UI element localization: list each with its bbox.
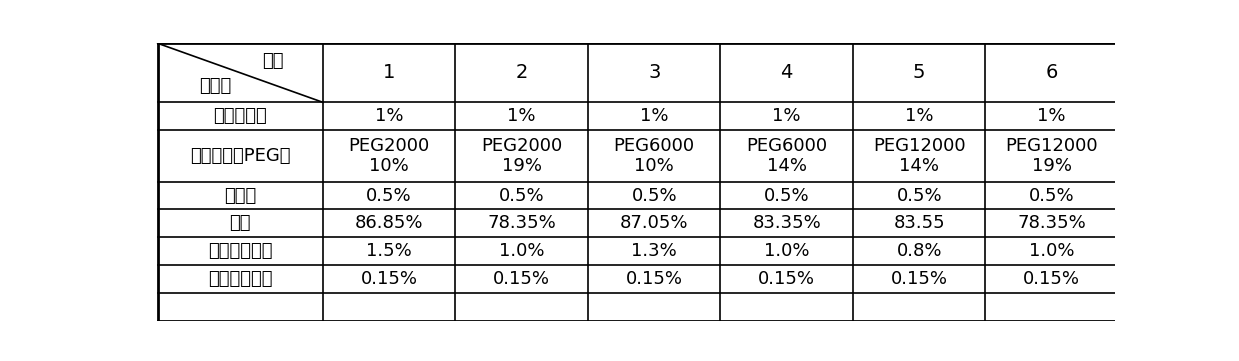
Text: 消旋卡多曲: 消旋卡多曲: [213, 107, 268, 125]
Text: 1.0%: 1.0%: [764, 242, 809, 260]
Text: 原辅料: 原辅料: [199, 77, 232, 95]
Text: 0.5%: 0.5%: [499, 187, 544, 204]
Text: PEG12000
19%: PEG12000 19%: [1005, 136, 1098, 175]
Text: 87.05%: 87.05%: [620, 214, 689, 232]
Text: 0.5%: 0.5%: [632, 187, 676, 204]
Text: PEG6000
10%: PEG6000 10%: [613, 136, 695, 175]
Text: 1.0%: 1.0%: [1028, 242, 1074, 260]
Text: 0.8%: 0.8%: [897, 242, 942, 260]
Text: 1.0%: 1.0%: [499, 242, 544, 260]
Text: 1%: 1%: [639, 107, 669, 125]
Text: 0.5%: 0.5%: [764, 187, 809, 204]
Text: 0.15%: 0.15%: [493, 270, 550, 288]
Text: PEG6000
14%: PEG6000 14%: [746, 136, 828, 175]
Text: 0.15%: 0.15%: [891, 270, 948, 288]
Text: 处方: 处方: [263, 52, 284, 70]
Text: PEG2000
19%: PEG2000 19%: [481, 136, 563, 175]
Text: 羟丙基纤维素: 羟丙基纤维素: [208, 242, 273, 260]
Text: 5: 5: [913, 63, 926, 82]
Text: 1.5%: 1.5%: [367, 242, 413, 260]
Text: 86.85%: 86.85%: [354, 214, 424, 232]
Text: 1%: 1%: [375, 107, 404, 125]
Text: 1%: 1%: [508, 107, 536, 125]
Text: 83.55: 83.55: [893, 214, 945, 232]
Text: PEG12000
14%: PEG12000 14%: [873, 136, 965, 175]
Text: 0.5%: 0.5%: [367, 187, 413, 204]
Text: 2: 2: [515, 63, 528, 82]
Text: 聚乙二醇（PEG）: 聚乙二醇（PEG）: [190, 147, 291, 165]
Text: 3: 3: [648, 63, 660, 82]
Text: 1%: 1%: [1037, 107, 1066, 125]
Text: 1%: 1%: [904, 107, 933, 125]
Text: 0.15%: 0.15%: [758, 270, 815, 288]
Text: 甜菊苷: 甜菊苷: [224, 187, 256, 204]
Text: 83.35%: 83.35%: [752, 214, 821, 232]
Text: 0.15%: 0.15%: [626, 270, 683, 288]
Text: PEG2000
10%: PEG2000 10%: [348, 136, 430, 175]
Text: 0.15%: 0.15%: [1023, 270, 1080, 288]
Text: 4: 4: [781, 63, 793, 82]
Text: 胶态二氧化硅: 胶态二氧化硅: [208, 270, 273, 288]
Text: 78.35%: 78.35%: [487, 214, 556, 232]
Text: 0.15%: 0.15%: [361, 270, 418, 288]
Text: 乳糖: 乳糖: [229, 214, 252, 232]
Text: 78.35%: 78.35%: [1017, 214, 1087, 232]
Text: 0.5%: 0.5%: [1028, 187, 1074, 204]
Text: 1.3%: 1.3%: [632, 242, 676, 260]
Text: 0.5%: 0.5%: [896, 187, 942, 204]
Text: 1: 1: [383, 63, 395, 82]
Text: 6: 6: [1046, 63, 1058, 82]
Text: 1%: 1%: [772, 107, 800, 125]
